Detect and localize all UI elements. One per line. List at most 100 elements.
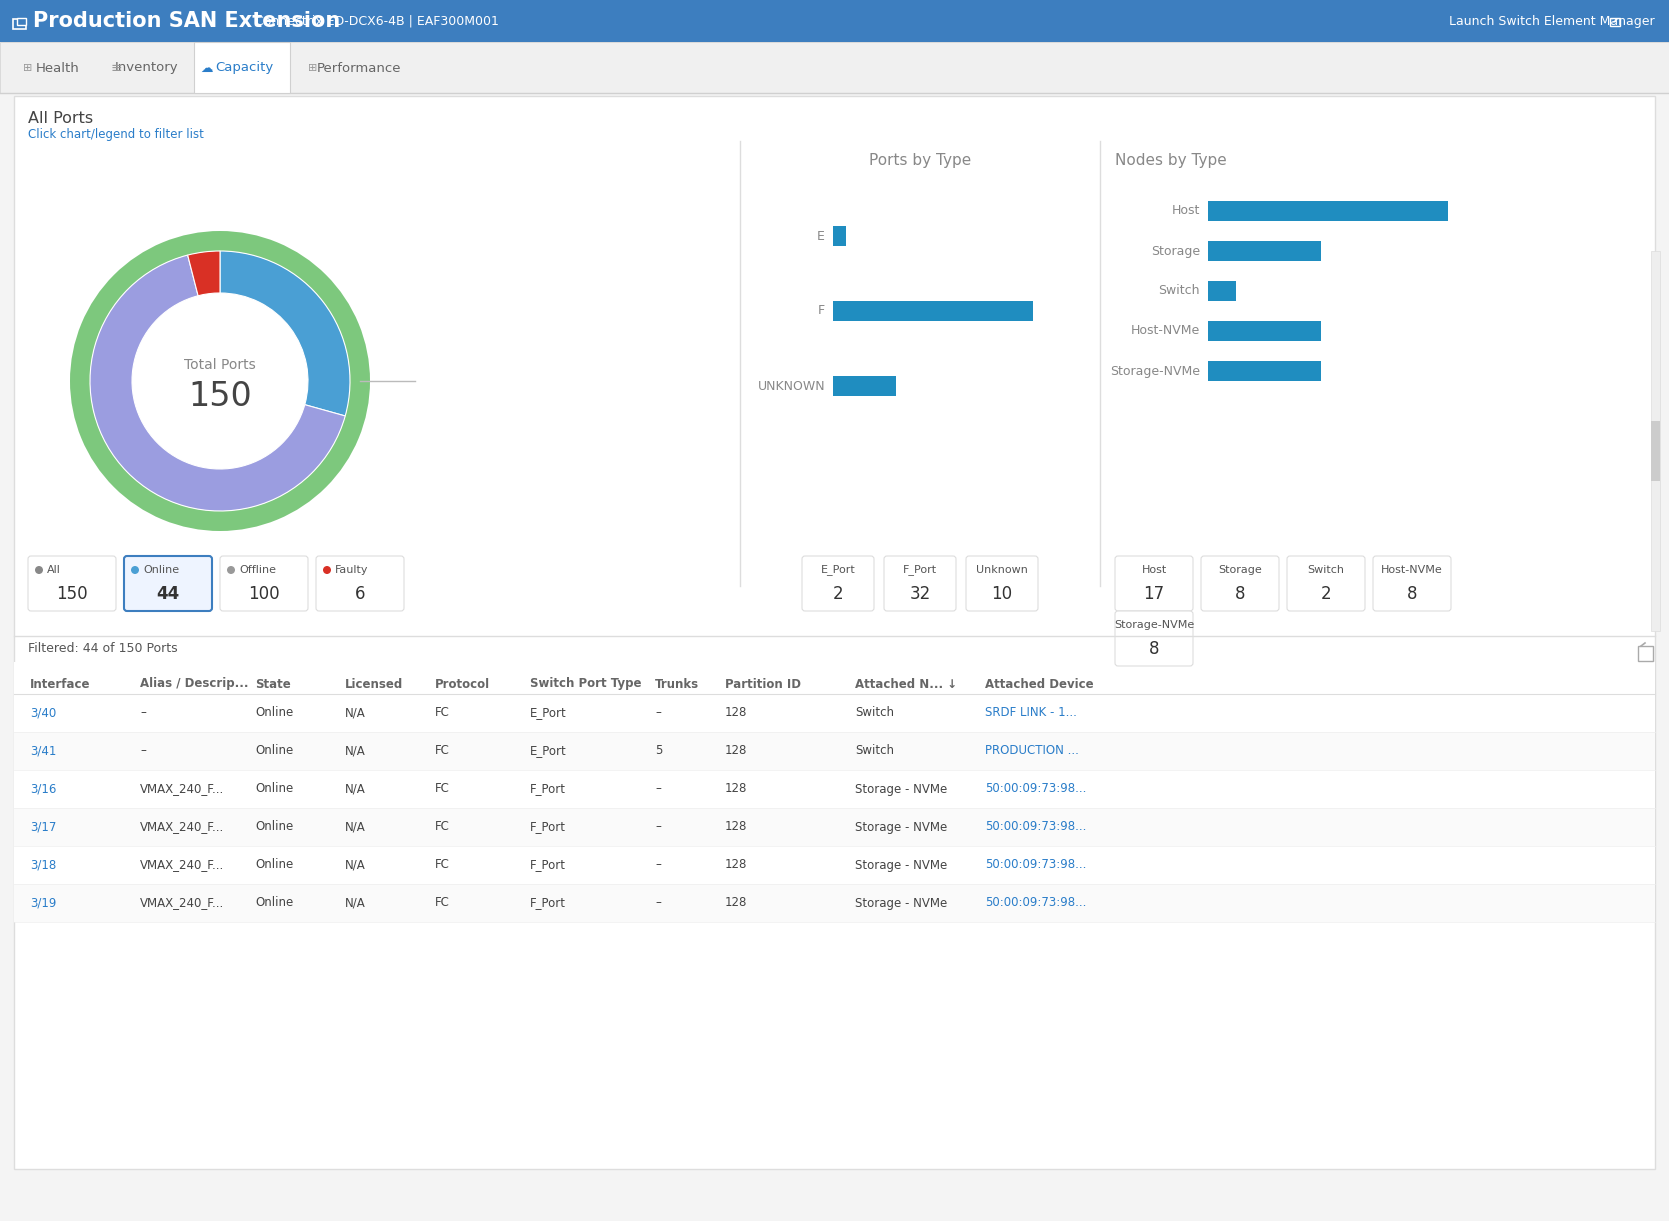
Text: Partition ID: Partition ID (724, 678, 801, 691)
Text: Alias / Descrip...: Alias / Descrip... (140, 678, 249, 691)
Bar (17, 18, 27, 24)
Text: Filtered: 44 of 150 Ports: Filtered: 44 of 150 Ports (28, 642, 177, 656)
Text: Capacity: Capacity (215, 61, 274, 74)
Text: 6: 6 (355, 585, 366, 603)
Text: FC: FC (436, 745, 451, 757)
Text: –: – (654, 896, 661, 910)
Text: N/A: N/A (345, 707, 366, 719)
Text: 8: 8 (1235, 585, 1245, 603)
Text: Interface: Interface (30, 678, 90, 691)
Text: Faulty: Faulty (335, 565, 369, 575)
Text: Ports by Type: Ports by Type (870, 153, 971, 168)
FancyBboxPatch shape (1374, 556, 1450, 610)
Wedge shape (90, 255, 345, 512)
FancyBboxPatch shape (1115, 556, 1193, 610)
Text: F: F (818, 304, 824, 317)
Text: Switch: Switch (1307, 565, 1345, 575)
Text: Performance: Performance (317, 61, 401, 74)
Text: E_Port: E_Port (531, 707, 567, 719)
Bar (1208, 241, 1320, 261)
Text: FC: FC (436, 821, 451, 834)
Text: UNKNOWN: UNKNOWN (758, 380, 824, 392)
Text: 2: 2 (1320, 585, 1332, 603)
Text: Online: Online (255, 858, 294, 872)
Bar (13, 662, 1656, 694)
Bar (13, 884, 1656, 922)
Text: 50:00:09:73:98...: 50:00:09:73:98... (985, 783, 1087, 796)
Circle shape (227, 567, 235, 574)
Text: –: – (140, 745, 145, 757)
Text: Launch Switch Element Manager: Launch Switch Element Manager (1449, 15, 1656, 28)
FancyBboxPatch shape (803, 556, 875, 610)
Text: F_Port: F_Port (531, 858, 566, 872)
Text: VMAX_240_F...: VMAX_240_F... (140, 896, 224, 910)
Text: 150: 150 (57, 585, 88, 603)
Bar (13, 846, 1656, 884)
Text: F_Port: F_Port (903, 564, 936, 575)
Text: Attached Device: Attached Device (985, 678, 1093, 691)
Text: Host-NVMe: Host-NVMe (1382, 565, 1444, 575)
Bar (833, 226, 846, 245)
Text: Production SAN Extension: Production SAN Extension (33, 11, 340, 31)
Wedge shape (220, 252, 350, 416)
Wedge shape (187, 252, 220, 295)
Text: Storage - NVMe: Storage - NVMe (855, 821, 948, 834)
Text: Switch: Switch (1158, 284, 1200, 298)
Bar (1208, 361, 1320, 381)
Text: 17: 17 (1143, 585, 1165, 603)
Text: Total Ports: Total Ports (184, 358, 255, 372)
Text: 128: 128 (724, 707, 748, 719)
Text: Unknown: Unknown (976, 565, 1028, 575)
Text: E_Port: E_Port (531, 745, 567, 757)
Text: 50:00:09:73:98...: 50:00:09:73:98... (985, 896, 1087, 910)
Text: Connectrix ED-DCX6-4B | EAF300M001: Connectrix ED-DCX6-4B | EAF300M001 (255, 15, 499, 28)
Bar (1651, 252, 1661, 631)
Bar (1208, 321, 1320, 341)
Bar (833, 376, 896, 396)
FancyBboxPatch shape (220, 556, 309, 610)
Text: Health: Health (37, 61, 80, 74)
Text: N/A: N/A (345, 745, 366, 757)
Text: 100: 100 (249, 585, 280, 603)
Text: Host: Host (1172, 204, 1200, 217)
Bar (1611, 18, 1621, 26)
Text: FC: FC (436, 896, 451, 910)
Text: N/A: N/A (345, 858, 366, 872)
Circle shape (35, 567, 43, 574)
Circle shape (130, 567, 139, 574)
Text: F_Port: F_Port (531, 821, 566, 834)
Bar (1208, 281, 1237, 302)
Circle shape (134, 295, 305, 466)
Text: ⊞: ⊞ (23, 63, 33, 73)
Text: Nodes by Type: Nodes by Type (1115, 153, 1227, 168)
Text: 3/19: 3/19 (30, 896, 57, 910)
Text: 128: 128 (724, 821, 748, 834)
Text: Online: Online (255, 783, 294, 796)
Text: 50:00:09:73:98...: 50:00:09:73:98... (985, 821, 1087, 834)
Text: 3/18: 3/18 (30, 858, 57, 872)
Text: N/A: N/A (345, 783, 366, 796)
Bar (13, 770, 1656, 808)
Text: –: – (140, 707, 145, 719)
Text: Click chart/legend to filter list: Click chart/legend to filter list (28, 128, 204, 140)
FancyBboxPatch shape (124, 556, 212, 610)
Text: VMAX_240_F...: VMAX_240_F... (140, 821, 224, 834)
Bar (13, 694, 1656, 733)
Text: Trunks: Trunks (654, 678, 699, 691)
Text: 3/40: 3/40 (30, 707, 57, 719)
Wedge shape (70, 231, 371, 531)
Text: Online: Online (255, 745, 294, 757)
Text: SRDF LINK - 1...: SRDF LINK - 1... (985, 707, 1077, 719)
Text: 3/41: 3/41 (30, 745, 57, 757)
Text: 8: 8 (1407, 585, 1417, 603)
Text: 50:00:09:73:98...: 50:00:09:73:98... (985, 858, 1087, 872)
Text: State: State (255, 678, 290, 691)
Text: FC: FC (436, 858, 451, 872)
Text: FC: FC (436, 707, 451, 719)
Text: Storage-NVMe: Storage-NVMe (1113, 620, 1193, 630)
FancyBboxPatch shape (315, 556, 404, 610)
FancyBboxPatch shape (28, 556, 117, 610)
Text: Protocol: Protocol (436, 678, 491, 691)
Text: 10: 10 (991, 585, 1013, 603)
FancyBboxPatch shape (1202, 556, 1278, 610)
